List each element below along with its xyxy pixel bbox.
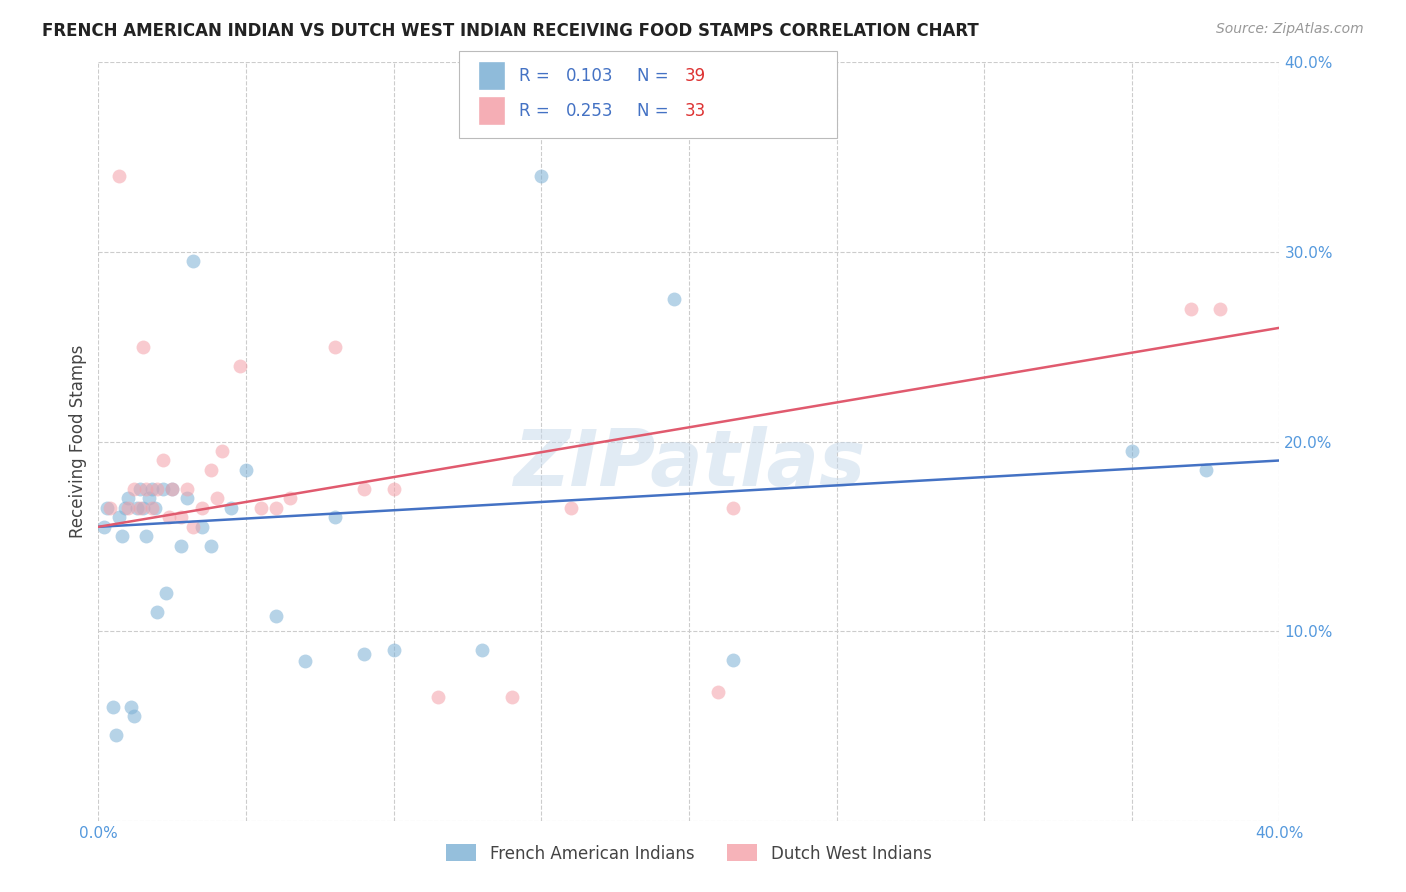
Point	[501, 690, 523, 705]
Point	[723, 652, 745, 666]
Point	[125, 500, 148, 515]
Text: R =: R =	[519, 102, 555, 120]
Point	[353, 482, 375, 496]
Point	[427, 690, 450, 705]
Point	[323, 510, 346, 524]
Point	[152, 453, 174, 467]
Text: N =: N =	[637, 102, 673, 120]
Point	[117, 500, 139, 515]
Text: 39: 39	[685, 67, 706, 85]
Point	[105, 728, 128, 742]
Text: Source: ZipAtlas.com: Source: ZipAtlas.com	[1216, 22, 1364, 37]
Point	[382, 482, 405, 496]
Point	[1195, 463, 1218, 477]
Point	[132, 500, 155, 515]
Point	[191, 520, 214, 534]
Point	[205, 491, 228, 506]
Point	[108, 169, 131, 184]
Point	[114, 500, 136, 515]
Point	[264, 500, 287, 515]
Point	[132, 340, 155, 354]
Point	[157, 510, 180, 524]
Point	[280, 491, 302, 506]
Point	[530, 169, 553, 184]
Point	[235, 463, 257, 477]
Text: 33: 33	[685, 102, 706, 120]
Text: 0.253: 0.253	[567, 102, 613, 120]
Text: R =: R =	[519, 67, 555, 85]
Point	[221, 500, 243, 515]
Point	[135, 482, 157, 496]
Point	[146, 482, 169, 496]
Point	[471, 643, 494, 657]
Text: 0.103: 0.103	[567, 67, 613, 85]
Y-axis label: Receiving Food Stamps: Receiving Food Stamps	[69, 345, 87, 538]
Point	[353, 647, 375, 661]
Point	[723, 500, 745, 515]
Text: ZIPatlas: ZIPatlas	[513, 426, 865, 502]
Point	[560, 500, 582, 515]
Text: N =: N =	[637, 67, 673, 85]
Point	[143, 500, 166, 515]
Point	[111, 529, 134, 543]
Point	[200, 463, 222, 477]
Legend: French American Indians, Dutch West Indians: French American Indians, Dutch West Indi…	[440, 838, 938, 869]
Point	[294, 655, 316, 669]
Point	[191, 500, 214, 515]
Point	[176, 482, 198, 496]
Point	[170, 539, 193, 553]
Point	[117, 491, 139, 506]
Point	[93, 520, 115, 534]
FancyBboxPatch shape	[458, 51, 837, 138]
Point	[229, 359, 252, 373]
Point	[120, 699, 142, 714]
Point	[128, 482, 150, 496]
Point	[181, 520, 204, 534]
Point	[664, 293, 686, 307]
Point	[1209, 301, 1232, 316]
Point	[181, 254, 204, 268]
Point	[146, 605, 169, 619]
Point	[152, 482, 174, 496]
Point	[382, 643, 405, 657]
Point	[128, 500, 150, 515]
Point	[138, 491, 160, 506]
Point	[96, 500, 118, 515]
Point	[155, 586, 177, 600]
Point	[264, 609, 287, 624]
Point	[1121, 444, 1143, 458]
Point	[162, 482, 183, 496]
Point	[141, 500, 163, 515]
Point	[176, 491, 198, 506]
FancyBboxPatch shape	[478, 62, 505, 90]
Point	[122, 709, 145, 723]
Point	[250, 500, 273, 515]
Point	[162, 482, 183, 496]
Point	[108, 510, 131, 524]
FancyBboxPatch shape	[478, 96, 505, 126]
Point	[135, 529, 157, 543]
Point	[211, 444, 233, 458]
Point	[323, 340, 346, 354]
Point	[122, 482, 145, 496]
Point	[170, 510, 193, 524]
Point	[1180, 301, 1202, 316]
Point	[103, 699, 125, 714]
Point	[141, 482, 163, 496]
Point	[707, 685, 730, 699]
Point	[98, 500, 121, 515]
Text: FRENCH AMERICAN INDIAN VS DUTCH WEST INDIAN RECEIVING FOOD STAMPS CORRELATION CH: FRENCH AMERICAN INDIAN VS DUTCH WEST IND…	[42, 22, 979, 40]
Point	[200, 539, 222, 553]
